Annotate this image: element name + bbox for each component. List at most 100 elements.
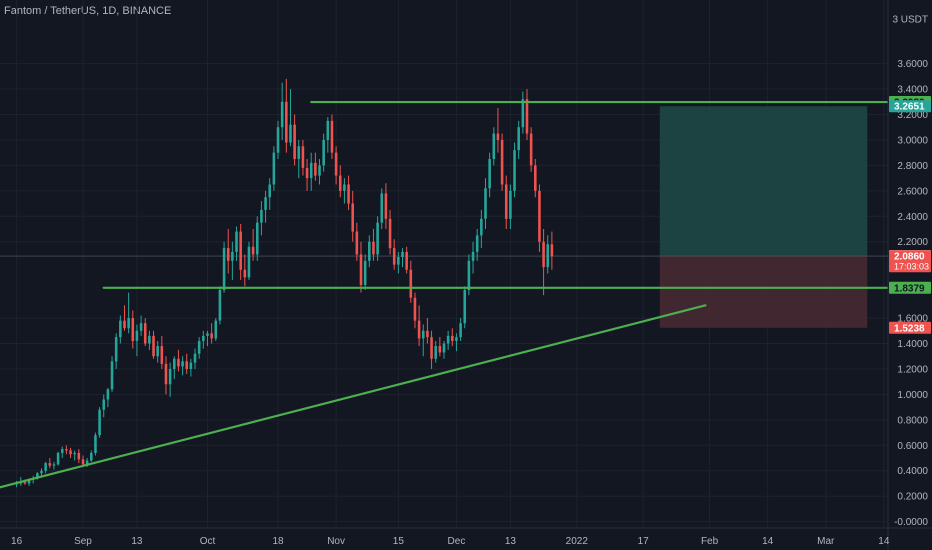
y-tick-label: 3 USDT xyxy=(892,15,928,26)
candle-body xyxy=(550,244,554,257)
candle xyxy=(156,340,159,363)
candle-body xyxy=(280,101,284,128)
candle-body xyxy=(504,184,508,219)
candle-body xyxy=(73,452,76,455)
candle xyxy=(69,447,72,459)
y-tick-label: 2.2000 xyxy=(897,237,928,248)
y-tick-label: 1.6000 xyxy=(897,314,928,325)
y-tick-label: 3.4000 xyxy=(897,85,928,96)
candle xyxy=(276,120,280,160)
candle-body xyxy=(475,235,479,252)
candle xyxy=(272,146,276,191)
position-zones xyxy=(0,106,888,328)
candle xyxy=(102,394,106,418)
candle-series xyxy=(15,78,554,488)
candle-body xyxy=(451,335,454,341)
candle xyxy=(368,235,371,268)
candle-body xyxy=(405,251,408,270)
candle xyxy=(446,330,450,350)
candle-body xyxy=(152,335,155,357)
candle-body xyxy=(189,362,193,369)
candle-body xyxy=(181,361,184,367)
price-axis[interactable]: 3 USDT 3.6000 3.4000 3.2000 3.0000 2.8000 2.60… xyxy=(887,0,932,550)
y-tick-label: 2.8000 xyxy=(897,161,928,172)
candle-body xyxy=(260,209,263,223)
price-tag-countdown: 17:03:03 xyxy=(894,262,929,272)
candle-body xyxy=(388,218,392,249)
candle xyxy=(193,348,197,369)
candle-body xyxy=(546,244,550,268)
candle xyxy=(455,333,458,352)
candle xyxy=(475,229,479,261)
candle-body xyxy=(255,222,259,255)
x-tick-label: Nov xyxy=(327,536,345,547)
candle-body xyxy=(131,318,135,341)
candle-body xyxy=(52,464,56,466)
candle xyxy=(351,190,354,242)
candle-body xyxy=(94,435,97,453)
candle xyxy=(322,133,325,172)
candle xyxy=(172,356,176,380)
candle xyxy=(268,178,272,210)
candle-body xyxy=(226,248,230,261)
candle xyxy=(338,165,342,198)
candle-body xyxy=(409,269,413,298)
candle-body xyxy=(193,353,197,363)
candle-body xyxy=(368,241,371,261)
candle-body xyxy=(338,175,342,191)
candle xyxy=(538,184,541,252)
candle xyxy=(131,310,135,349)
candle xyxy=(525,89,529,140)
candle-body xyxy=(318,165,321,176)
candle-body xyxy=(44,463,47,471)
x-tick-label: 13 xyxy=(131,536,143,547)
y-tick-label: 1.2000 xyxy=(897,364,928,375)
candle-body xyxy=(172,358,176,369)
candle-body xyxy=(81,459,85,465)
candle xyxy=(301,139,305,176)
candle xyxy=(480,209,483,249)
candle xyxy=(293,114,296,166)
price-tag-bg xyxy=(889,100,931,113)
candle-body xyxy=(65,449,68,451)
candle-body xyxy=(48,463,52,466)
candle xyxy=(488,152,491,198)
candle-body xyxy=(372,241,375,255)
x-tick-label: 17 xyxy=(638,536,650,547)
candle xyxy=(197,337,201,359)
candle-body xyxy=(421,330,425,339)
candle-body xyxy=(525,99,529,134)
candle-body xyxy=(185,361,189,369)
candle-body xyxy=(251,246,255,255)
y-tick-label: 3.6000 xyxy=(897,59,928,70)
y-tick-label: 0.6000 xyxy=(897,441,928,452)
y-tick-label: -0.0000 xyxy=(894,517,928,528)
candle-body xyxy=(143,323,147,344)
candle xyxy=(326,117,330,153)
candle xyxy=(160,335,164,369)
time-axis[interactable]: 16 Sep 13 Oct 18 Nov 15 Dec 13 2022 17 Feb 14 Mar 14 xyxy=(0,527,932,547)
y-tick-label: 3.2000 xyxy=(897,110,928,121)
candle xyxy=(434,340,437,363)
candle xyxy=(430,330,433,369)
candle-body xyxy=(330,120,334,153)
candle xyxy=(534,159,537,198)
drawn-lines xyxy=(0,100,890,489)
candle xyxy=(52,461,56,470)
candle xyxy=(164,356,168,395)
candle xyxy=(98,407,101,438)
y-tick-label: 1.4000 xyxy=(897,339,928,350)
trendline-line xyxy=(0,304,707,489)
candle xyxy=(247,241,251,280)
candle xyxy=(285,78,288,153)
price-tags: 3.29803.26512.08752.086017:03:031.83791.… xyxy=(889,96,931,334)
candle-body xyxy=(322,139,325,166)
x-tick-label: 16 xyxy=(11,536,23,547)
candle-body xyxy=(222,248,226,291)
candle xyxy=(81,455,85,466)
candle-body xyxy=(538,190,541,242)
candle-body xyxy=(355,231,359,255)
candle-body xyxy=(488,159,491,189)
candle xyxy=(255,216,259,261)
